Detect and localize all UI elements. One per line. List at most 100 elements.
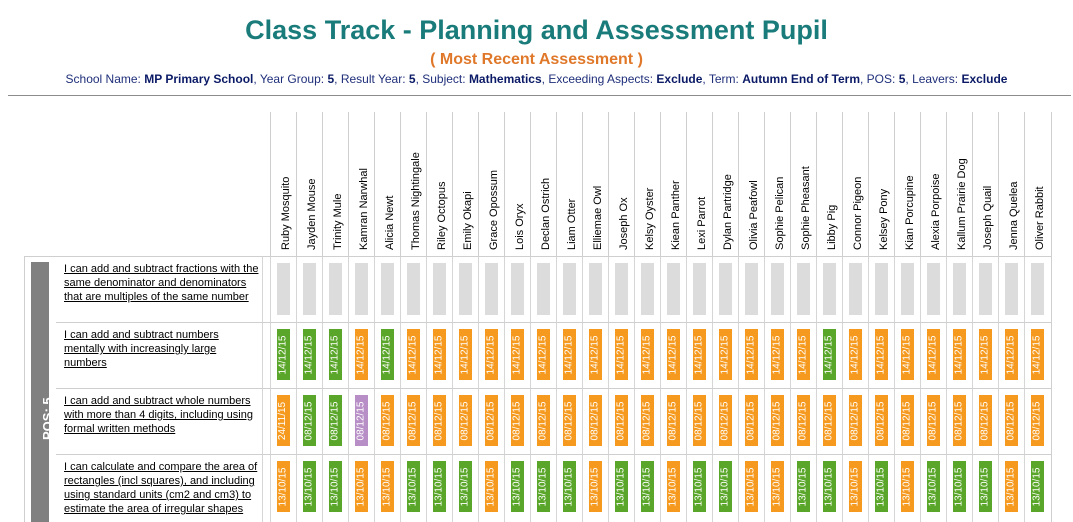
assessment-cell[interactable]: 13/10/15 [381,461,394,512]
assessment-cell[interactable] [745,263,758,315]
assessment-cell[interactable]: 14/12/15 [589,329,602,380]
assessment-cell[interactable]: 13/10/15 [849,461,862,512]
assessment-cell[interactable]: 14/12/15 [563,329,576,380]
assessment-cell[interactable]: 08/12/15 [407,395,420,446]
assessment-cell[interactable]: 13/10/15 [433,461,446,512]
assessment-cell[interactable]: 08/12/15 [823,395,836,446]
assessment-cell[interactable]: 14/12/15 [433,329,446,380]
assessment-cell[interactable] [979,263,992,315]
assessment-cell[interactable]: 14/12/15 [849,329,862,380]
assessment-cell[interactable]: 13/10/15 [589,461,602,512]
assessment-cell[interactable]: 13/10/15 [1031,461,1044,512]
assessment-cell[interactable] [797,263,810,315]
assessment-cell[interactable] [303,263,316,315]
assessment-cell[interactable]: 14/12/15 [485,329,498,380]
assessment-cell[interactable]: 13/10/15 [615,461,628,512]
assessment-cell[interactable]: 13/10/15 [771,461,784,512]
assessment-cell[interactable]: 08/12/15 [979,395,992,446]
assessment-cell[interactable]: 08/12/15 [563,395,576,446]
assessment-cell[interactable]: 08/12/15 [745,395,758,446]
assessment-cell[interactable]: 14/12/15 [927,329,940,380]
assessment-cell[interactable]: 14/12/15 [355,329,368,380]
assessment-cell[interactable]: 08/12/15 [329,395,342,446]
assessment-cell[interactable] [433,263,446,315]
assessment-cell[interactable]: 14/12/15 [719,329,732,380]
assessment-cell[interactable]: 14/12/15 [641,329,654,380]
assessment-cell[interactable]: 08/12/15 [953,395,966,446]
assessment-cell[interactable]: 13/10/15 [719,461,732,512]
assessment-cell[interactable]: 14/12/15 [459,329,472,380]
assessment-cell[interactable] [537,263,550,315]
assessment-cell[interactable] [511,263,524,315]
assessment-cell[interactable]: 13/10/15 [329,461,342,512]
assessment-cell[interactable] [875,263,888,315]
assessment-cell[interactable]: 13/10/15 [693,461,706,512]
assessment-cell[interactable]: 13/10/15 [823,461,836,512]
assessment-cell[interactable]: 14/12/15 [979,329,992,380]
assessment-cell[interactable]: 24/11/15 [277,395,290,446]
assessment-cell[interactable]: 13/10/15 [667,461,680,512]
assessment-cell[interactable]: 14/12/15 [277,329,290,380]
assessment-cell[interactable] [667,263,680,315]
assessment-cell[interactable]: 13/10/15 [641,461,654,512]
assessment-cell[interactable]: 13/10/15 [745,461,758,512]
assessment-cell[interactable]: 08/12/15 [355,395,368,446]
assessment-cell[interactable]: 13/10/15 [901,461,914,512]
assessment-cell[interactable] [849,263,862,315]
assessment-cell[interactable]: 13/10/15 [303,461,316,512]
assessment-cell[interactable] [277,263,290,315]
assessment-cell[interactable]: 08/12/15 [797,395,810,446]
assessment-cell[interactable] [615,263,628,315]
assessment-cell[interactable]: 08/12/15 [875,395,888,446]
assessment-cell[interactable]: 08/12/15 [511,395,524,446]
assessment-cell[interactable]: 08/12/15 [1005,395,1018,446]
objective-link[interactable]: I can add and subtract numbers mentally … [64,329,219,369]
assessment-cell[interactable]: 08/12/15 [693,395,706,446]
assessment-cell[interactable]: 13/10/15 [277,461,290,512]
assessment-cell[interactable]: 14/12/15 [381,329,394,380]
assessment-cell[interactable]: 13/10/15 [563,461,576,512]
assessment-cell[interactable] [641,263,654,315]
assessment-cell[interactable]: 08/12/15 [615,395,628,446]
assessment-cell[interactable] [485,263,498,315]
assessment-cell[interactable]: 08/12/15 [485,395,498,446]
assessment-cell[interactable]: 13/10/15 [355,461,368,512]
assessment-cell[interactable]: 08/12/15 [667,395,680,446]
assessment-cell[interactable]: 14/12/15 [901,329,914,380]
assessment-cell[interactable] [693,263,706,315]
assessment-cell[interactable] [355,263,368,315]
assessment-cell[interactable]: 13/10/15 [1005,461,1018,512]
objective-link[interactable]: I can calculate and compare the area of … [64,461,258,515]
assessment-cell[interactable] [901,263,914,315]
assessment-cell[interactable]: 14/12/15 [771,329,784,380]
assessment-cell[interactable]: 14/12/15 [537,329,550,380]
assessment-cell[interactable]: 13/10/15 [927,461,940,512]
assessment-cell[interactable]: 13/10/15 [407,461,420,512]
assessment-cell[interactable]: 13/10/15 [875,461,888,512]
assessment-cell[interactable]: 14/12/15 [1005,329,1018,380]
assessment-cell[interactable] [329,263,342,315]
assessment-cell[interactable]: 14/12/15 [329,329,342,380]
assessment-cell[interactable]: 14/12/15 [823,329,836,380]
assessment-cell[interactable]: 14/12/15 [407,329,420,380]
assessment-cell[interactable]: 14/12/15 [615,329,628,380]
assessment-cell[interactable]: 08/12/15 [459,395,472,446]
assessment-cell[interactable]: 08/12/15 [537,395,550,446]
assessment-cell[interactable]: 14/12/15 [1031,329,1044,380]
objective-link[interactable]: I can add and subtract whole numbers wit… [64,395,253,435]
objective-link[interactable]: I can add and subtract fractions with th… [64,263,259,303]
assessment-cell[interactable]: 14/12/15 [797,329,810,380]
assessment-cell[interactable]: 14/12/15 [303,329,316,380]
assessment-cell[interactable] [823,263,836,315]
assessment-cell[interactable]: 08/12/15 [771,395,784,446]
assessment-cell[interactable]: 08/12/15 [589,395,602,446]
assessment-cell[interactable]: 08/12/15 [719,395,732,446]
assessment-cell[interactable]: 13/10/15 [797,461,810,512]
assessment-cell[interactable]: 13/10/15 [953,461,966,512]
assessment-cell[interactable]: 13/10/15 [459,461,472,512]
assessment-cell[interactable]: 13/10/15 [511,461,524,512]
assessment-cell[interactable]: 14/12/15 [875,329,888,380]
assessment-cell[interactable]: 14/12/15 [667,329,680,380]
assessment-cell[interactable]: 08/12/15 [303,395,316,446]
assessment-cell[interactable] [1005,263,1018,315]
